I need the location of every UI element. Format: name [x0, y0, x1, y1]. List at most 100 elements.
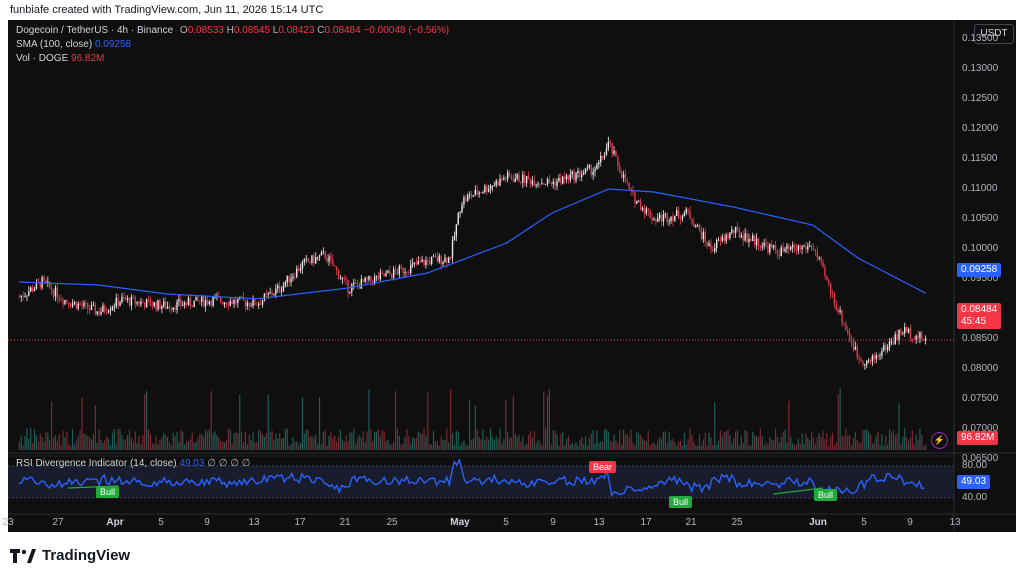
candle-body	[138, 301, 140, 305]
volume-bar	[875, 436, 877, 450]
volume-bar	[613, 434, 615, 450]
candle-body	[907, 328, 910, 333]
candle-body	[254, 298, 256, 306]
volume-bar	[180, 430, 182, 450]
volume-bar	[858, 442, 860, 450]
candle-body	[666, 214, 668, 222]
candle-body	[522, 174, 524, 183]
legend-row-sma[interactable]: SMA (100, close) 0.09258	[16, 39, 131, 50]
candle-body	[831, 293, 834, 295]
chart-frame[interactable]	[8, 20, 1016, 532]
volume-bar	[717, 440, 720, 450]
volume-bar	[704, 433, 706, 450]
volume-bar	[634, 445, 636, 450]
candle-body	[660, 214, 663, 222]
candle-body	[860, 358, 862, 362]
volume-bar	[341, 439, 343, 450]
candle-body	[398, 266, 401, 275]
candle-body	[164, 301, 167, 309]
candle-body	[643, 208, 646, 214]
candle-body	[636, 201, 638, 204]
volume-bar	[87, 436, 89, 450]
volume-bar	[210, 391, 212, 450]
candle-body	[780, 247, 782, 257]
volume-bar	[670, 440, 672, 450]
candle-body	[731, 229, 733, 233]
legend-row-volume[interactable]: Vol · DOGE 96.82M	[16, 53, 104, 64]
candle-body	[639, 201, 642, 210]
candle-body	[657, 218, 659, 222]
candle-body	[611, 143, 613, 154]
candle-body	[647, 208, 649, 211]
symbol-label[interactable]: Dogecoin / TetherUS · 4h · Binance	[16, 25, 174, 36]
volume-bar	[292, 437, 294, 450]
candle-body	[873, 355, 876, 360]
volume-bar	[347, 441, 349, 450]
volume-bar	[577, 445, 579, 450]
candle-body	[533, 180, 535, 186]
volume-bar	[123, 439, 125, 450]
volume-bar	[486, 436, 488, 450]
y-tick-label: 0.12000	[962, 123, 999, 134]
candle-body	[394, 269, 397, 272]
created-line: funbiafe created with TradingView.com, J…	[10, 4, 324, 16]
candle-body	[693, 223, 695, 227]
candle-body	[159, 300, 161, 309]
candle-body	[641, 208, 644, 210]
volume-bar	[450, 389, 452, 450]
volume-bar	[702, 439, 704, 450]
volume-bar	[280, 438, 283, 450]
volume-bar	[784, 429, 786, 450]
candle-body	[829, 283, 832, 294]
candle-body	[280, 290, 283, 292]
currency-button[interactable]: USDT	[974, 24, 1014, 44]
volume-bar	[140, 444, 142, 450]
candle-body	[850, 339, 853, 343]
candle-body	[354, 282, 357, 284]
candle-body	[904, 326, 906, 334]
candle-body	[548, 179, 551, 183]
volume-bar	[609, 440, 611, 450]
footer-logo[interactable]: TradingView	[10, 547, 130, 564]
volume-bar	[746, 431, 748, 450]
candle-body	[605, 148, 608, 156]
candle-body	[801, 246, 803, 250]
volume-bar	[273, 440, 275, 450]
volume-bar	[191, 432, 193, 450]
volume-bar	[146, 390, 148, 450]
candle-body	[191, 305, 193, 308]
candle-body	[337, 269, 340, 279]
candle-body	[35, 281, 38, 289]
candle-body	[309, 261, 311, 263]
volume-bar	[85, 434, 87, 450]
rsi-legend[interactable]: RSI Divergence Indicator (14, close) 49.…	[16, 458, 250, 469]
candle-body	[805, 246, 807, 250]
volume-bar	[77, 436, 79, 450]
candle-body	[702, 232, 705, 240]
volume-bar	[714, 402, 716, 450]
candle-body	[364, 277, 366, 282]
candle-body	[71, 303, 74, 307]
sma-price-badge: 0.09258	[957, 263, 1002, 277]
lightning-icon[interactable]: ⚡	[931, 432, 948, 449]
candle-body	[212, 297, 214, 306]
candle-body	[214, 296, 216, 298]
volume-bar	[750, 445, 752, 450]
candle-body	[225, 302, 228, 305]
candle-body	[814, 250, 817, 252]
volume-bar	[527, 435, 530, 450]
candle-body	[894, 334, 896, 345]
volume-bar	[818, 433, 820, 450]
candle-body	[710, 243, 712, 250]
chart-canvas[interactable]	[8, 20, 1016, 532]
candle-body	[425, 260, 427, 266]
volume-bar	[501, 443, 503, 450]
candle-body	[592, 171, 594, 176]
volume-bar	[600, 441, 602, 450]
rsi-level-label: 40.00	[962, 492, 988, 503]
candle-body	[269, 292, 271, 294]
candle-body	[503, 178, 505, 180]
volume-bar	[197, 437, 199, 450]
volume-bar	[643, 440, 646, 450]
volume-bar	[890, 432, 893, 450]
